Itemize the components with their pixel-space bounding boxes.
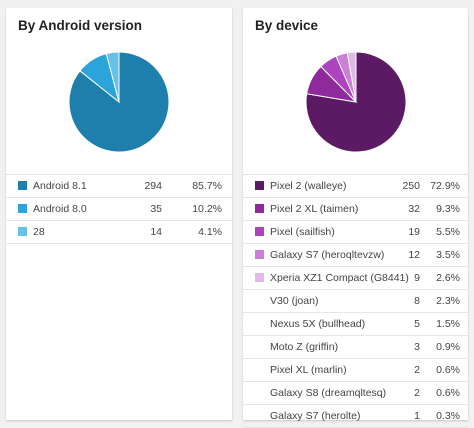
legend-swatch bbox=[255, 273, 264, 282]
row-count: 8 bbox=[380, 295, 420, 307]
table-row[interactable]: Android 8.0 35 10.2% bbox=[6, 198, 232, 221]
row-count: 19 bbox=[380, 226, 420, 238]
row-percent: 3.5% bbox=[420, 249, 460, 261]
row-label: Pixel (sailfish) bbox=[270, 226, 335, 238]
legend-swatch bbox=[255, 181, 264, 190]
table-row[interactable]: Moto Z (griffin) 3 0.9% bbox=[243, 336, 468, 359]
row-label: Galaxy S7 (heroqltevzw) bbox=[270, 249, 384, 261]
legend-swatch bbox=[18, 181, 27, 190]
table-row[interactable]: Galaxy S7 (heroqltevzw) 12 3.5% bbox=[243, 244, 468, 267]
table-row[interactable]: Pixel 2 (walleye) 250 72.9% bbox=[243, 175, 468, 198]
row-count: 9 bbox=[380, 272, 420, 284]
row-label: Nexus 5X (bullhead) bbox=[270, 318, 365, 330]
row-percent: 1.5% bbox=[420, 318, 460, 330]
android-pie-svg bbox=[67, 50, 171, 154]
row-percent: 4.1% bbox=[172, 226, 222, 238]
row-percent: 9.3% bbox=[420, 203, 460, 215]
legend-swatch bbox=[18, 204, 27, 213]
device-table: Pixel 2 (walleye) 250 72.9% Pixel 2 XL (… bbox=[243, 174, 468, 428]
row-percent: 10.2% bbox=[172, 203, 222, 215]
legend-swatch bbox=[255, 250, 264, 259]
row-count: 35 bbox=[122, 203, 162, 215]
table-row[interactable]: Android 8.1 294 85.7% bbox=[6, 175, 232, 198]
row-count: 3 bbox=[380, 341, 420, 353]
row-label: V30 (joan) bbox=[270, 295, 318, 307]
table-row[interactable]: Galaxy S8 (dreamqltesq) 2 0.6% bbox=[243, 382, 468, 405]
row-percent: 85.7% bbox=[172, 180, 222, 192]
table-row[interactable]: Pixel XL (marlin) 2 0.6% bbox=[243, 359, 468, 382]
row-count: 5 bbox=[380, 318, 420, 330]
table-row[interactable]: 28 14 4.1% bbox=[6, 221, 232, 244]
row-label: Galaxy S7 (herolte) bbox=[270, 410, 360, 422]
row-label: Pixel 2 XL (taimen) bbox=[270, 203, 358, 215]
legend-swatch bbox=[255, 227, 264, 236]
row-percent: 2.3% bbox=[420, 295, 460, 307]
row-label: Pixel 2 (walleye) bbox=[270, 180, 346, 192]
row-count: 14 bbox=[122, 226, 162, 238]
row-label: Android 8.0 bbox=[33, 203, 87, 215]
legend-swatch bbox=[255, 204, 264, 213]
row-count: 32 bbox=[380, 203, 420, 215]
android-version-table: Android 8.1 294 85.7% Android 8.0 35 10.… bbox=[6, 174, 232, 244]
row-percent: 5.5% bbox=[420, 226, 460, 238]
row-percent: 2.6% bbox=[420, 272, 460, 284]
row-percent: 0.6% bbox=[420, 364, 460, 376]
row-percent: 0.6% bbox=[420, 387, 460, 399]
table-row[interactable]: Nexus 5X (bullhead) 5 1.5% bbox=[243, 313, 468, 336]
row-count: 12 bbox=[380, 249, 420, 261]
android-card-title: By Android version bbox=[18, 18, 142, 33]
device-card-title: By device bbox=[255, 18, 318, 33]
row-percent: 0.3% bbox=[420, 410, 460, 422]
legend-swatch bbox=[18, 227, 27, 236]
row-count: 2 bbox=[380, 364, 420, 376]
device-card: By device Pixel 2 (walleye) 250 72.9% Pi… bbox=[243, 8, 468, 420]
device-pie-chart bbox=[243, 50, 468, 154]
table-row[interactable]: Xperia XZ1 Compact (G8441) 9 2.6% bbox=[243, 267, 468, 290]
row-label: Galaxy S8 (dreamqltesq) bbox=[270, 387, 386, 399]
row-label: Moto Z (griffin) bbox=[270, 341, 338, 353]
row-percent: 72.9% bbox=[420, 180, 460, 192]
row-count: 294 bbox=[122, 180, 162, 192]
row-label: Android 8.1 bbox=[33, 180, 87, 192]
table-row[interactable]: Pixel (sailfish) 19 5.5% bbox=[243, 221, 468, 244]
android-version-card: By Android version Android 8.1 294 85.7%… bbox=[6, 8, 232, 420]
row-label: 28 bbox=[33, 226, 45, 238]
row-count: 250 bbox=[380, 180, 420, 192]
table-row[interactable]: Galaxy S7 (herolte) 1 0.3% bbox=[243, 405, 468, 428]
row-count: 2 bbox=[380, 387, 420, 399]
android-pie-chart bbox=[6, 50, 232, 154]
row-label: Pixel XL (marlin) bbox=[270, 364, 347, 376]
table-row[interactable]: V30 (joan) 8 2.3% bbox=[243, 290, 468, 313]
table-row[interactable]: Pixel 2 XL (taimen) 32 9.3% bbox=[243, 198, 468, 221]
device-pie-svg bbox=[304, 50, 408, 154]
row-count: 1 bbox=[380, 410, 420, 422]
row-percent: 0.9% bbox=[420, 341, 460, 353]
